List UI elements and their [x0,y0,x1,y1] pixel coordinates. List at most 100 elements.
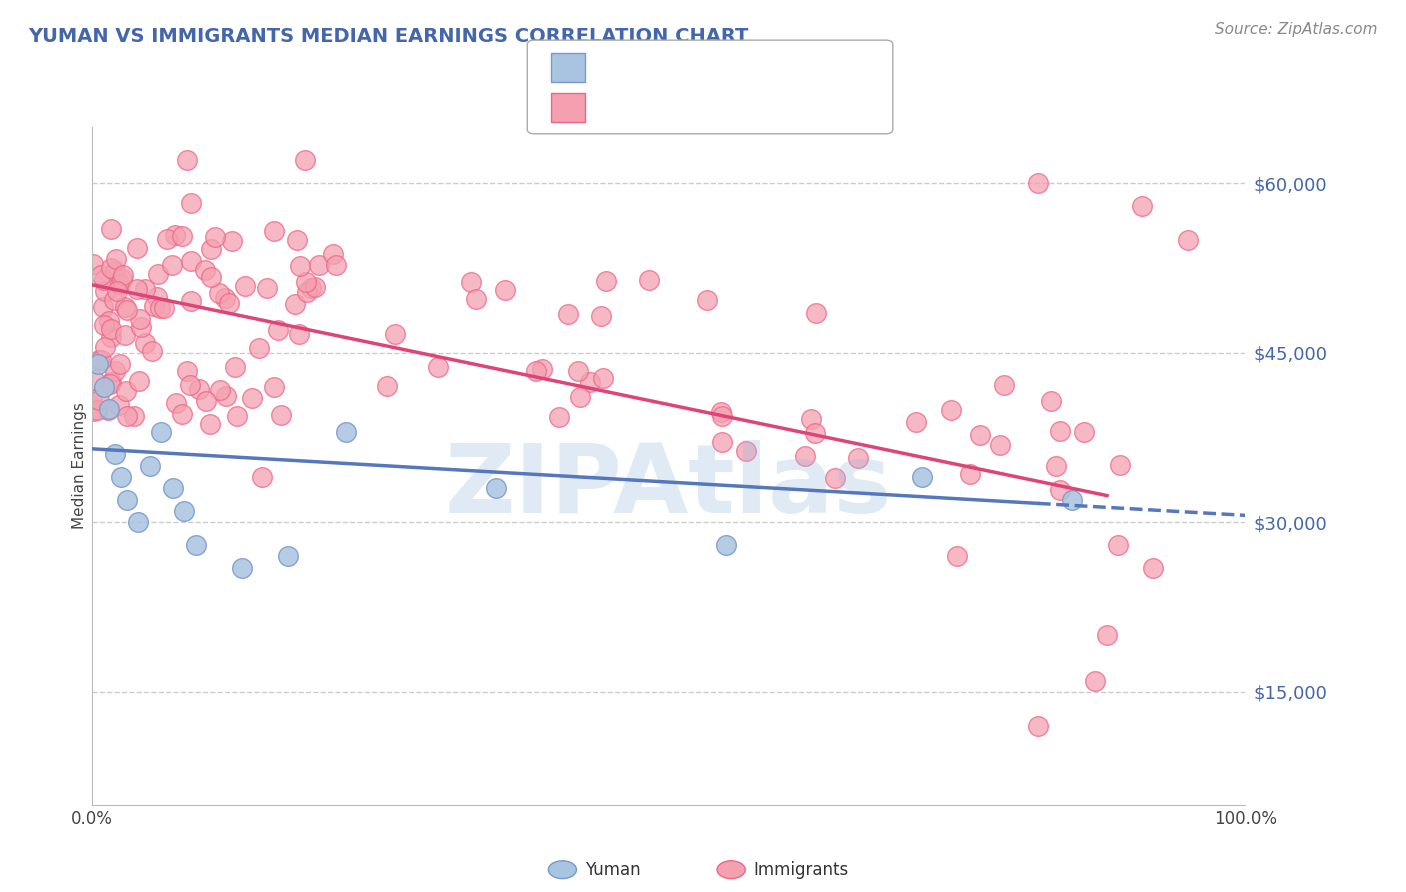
Point [90,268,112,282]
Point [125,282,148,296]
Point [117,409,139,424]
Point [1026,176,1049,190]
Point [93,318,115,332]
Point [146,267,169,281]
Point [993,378,1015,392]
Point [226,409,249,423]
Text: Yuman: Yuman [585,861,641,879]
Point [142,299,165,313]
Point [134,282,156,296]
Point [263,379,285,393]
Point [426,360,449,375]
Text: N =: N = [713,93,749,111]
Point [100,222,122,236]
Point [1095,628,1118,642]
Point [735,443,758,458]
Point [1062,492,1084,507]
Point [104,252,127,267]
Point [377,378,399,392]
Point [824,470,846,484]
Point [218,296,240,310]
Point [145,290,167,304]
Point [129,319,152,334]
Point [287,327,309,342]
Point [83,373,105,387]
Point [108,277,131,292]
Point [141,343,163,358]
Text: N =: N = [713,51,749,69]
Text: R =: R = [593,51,630,69]
Point [209,383,232,397]
Point [384,326,406,341]
Point [322,247,344,261]
Point [846,451,869,466]
Point [710,405,733,419]
Point [100,260,122,275]
Point [638,273,661,287]
Text: 19: 19 [755,51,778,69]
Point [93,273,115,287]
Point [567,364,589,378]
Point [485,482,508,496]
Point [294,153,316,168]
Point [104,364,127,378]
Point [285,234,308,248]
Point [104,264,127,278]
Point [82,404,104,418]
Point [103,293,125,307]
Point [150,425,173,439]
Point [173,504,195,518]
Point [911,470,934,484]
Point [295,276,318,290]
Point [939,402,962,417]
Text: -0.291: -0.291 [638,51,697,69]
Point [959,467,981,482]
Point [172,228,194,243]
Point [524,363,547,377]
Point [100,330,122,344]
Point [87,352,110,367]
Point [800,412,823,426]
Point [204,229,226,244]
Point [165,396,187,410]
Point [200,269,222,284]
Point [1108,458,1130,472]
Point [180,294,202,309]
Point [165,228,187,243]
Point [82,392,104,406]
Point [180,195,202,210]
Point [710,434,733,449]
Point [111,272,134,286]
Point [530,361,553,376]
Point [170,407,193,421]
Point [152,301,174,315]
Point [115,492,138,507]
Point [299,281,322,295]
Point [325,259,347,273]
Point [104,448,127,462]
Point [111,268,134,282]
Point [335,425,357,439]
Point [277,549,299,564]
Point [804,306,827,320]
Point [180,253,202,268]
Point [579,375,602,389]
Point [1177,233,1199,247]
Point [188,382,211,396]
Point [591,309,613,323]
Point [494,284,516,298]
Point [108,357,131,371]
Point [87,357,110,371]
Point [93,379,115,393]
Point [162,258,184,272]
Point [465,292,488,306]
Point [263,224,285,238]
Point [194,393,217,408]
Point [946,549,969,564]
Point [82,256,104,270]
Point [557,307,579,321]
Point [100,376,122,390]
Point [308,258,330,272]
Point [162,482,184,496]
Point [240,392,263,406]
